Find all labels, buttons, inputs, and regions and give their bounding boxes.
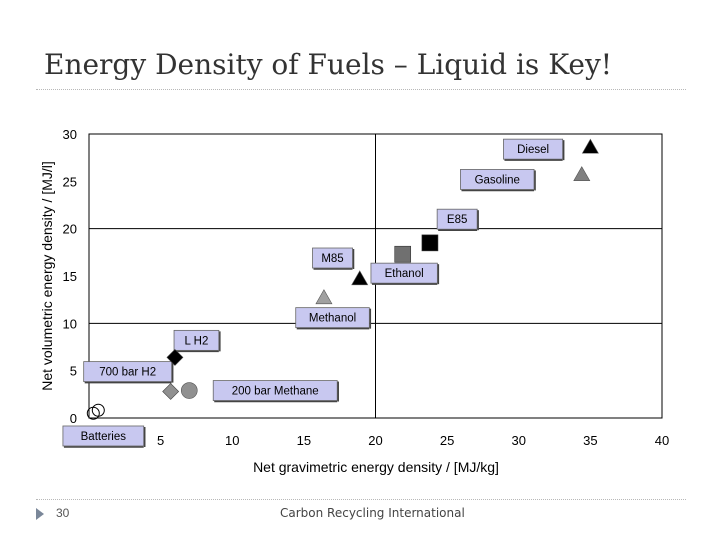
point-label-m85: M85 xyxy=(321,253,343,265)
footer-divider xyxy=(36,499,686,500)
point-label-200-bar-methane: 200 bar Methane xyxy=(232,386,319,398)
marker-methanol xyxy=(315,289,333,305)
label-box-methanol xyxy=(295,307,370,329)
y-tick-label: 20 xyxy=(63,222,77,237)
point-label-batteries: Batteries xyxy=(81,431,127,443)
label-box-batteries xyxy=(62,425,145,447)
label-box-ethanol xyxy=(370,262,438,284)
marker-m85 xyxy=(351,270,369,286)
point-label-gasoline: Gasoline xyxy=(475,174,520,186)
y-tick-label: 10 xyxy=(63,316,77,331)
y-axis-label: Net volumetric energy density / [MJ/l] xyxy=(39,161,55,391)
marker-diesel xyxy=(581,138,599,154)
point-label-700-bar-h2: 700 bar H2 xyxy=(99,367,156,379)
y-tick-label: 25 xyxy=(63,174,77,189)
point-label-methanol: Methanol xyxy=(309,313,356,325)
label-box-gasoline xyxy=(460,169,535,190)
point-labels: Diesel Gasoline E85 Ethanol M85 Methanol L H2 7… xyxy=(62,138,565,448)
point-label-e85: E85 xyxy=(447,214,467,226)
page-number: 30 xyxy=(56,506,70,520)
y-tick-label: 5 xyxy=(70,364,77,379)
data-markers xyxy=(86,138,599,420)
marker-700-bar-h2-marker xyxy=(162,383,180,400)
x-tick-label: 30 xyxy=(512,433,526,448)
x-tick-label: 5 xyxy=(157,433,164,448)
label-box-200-bar-methane xyxy=(212,380,338,401)
marker-200-bar-methane xyxy=(180,382,198,399)
marker-gasoline xyxy=(573,166,591,182)
label-box-diesel xyxy=(503,138,564,160)
marker-ethanol xyxy=(394,245,412,263)
label-box-l-h2 xyxy=(173,329,220,351)
x-tick-label: 15 xyxy=(297,433,311,448)
slide-title: Energy Density of Fuels – Liquid is Key! xyxy=(44,48,613,81)
x-axis-label: Net gravimetric energy density / [MJ/kg] xyxy=(253,459,499,475)
footer-organization: Carbon Recycling International xyxy=(280,506,465,520)
grid-layer xyxy=(88,133,663,419)
x-tick-label: 40 xyxy=(655,433,669,448)
title-divider xyxy=(36,89,686,90)
point-label-diesel: Diesel xyxy=(517,144,549,156)
marker-e85 xyxy=(421,234,439,252)
x-tick-label: 25 xyxy=(440,433,454,448)
x-tick-label: 35 xyxy=(583,433,597,448)
x-tick-label: 20 xyxy=(368,433,382,448)
point-label-ethanol: Ethanol xyxy=(385,268,424,280)
label-box-700-bar-h2 xyxy=(83,361,173,383)
y-tick-label: 0 xyxy=(70,411,77,426)
marker-l-h2 xyxy=(166,348,184,366)
point-label-l-h2: L H2 xyxy=(185,335,209,347)
tick-labels: 0510152025303540051015202530 xyxy=(63,127,670,448)
footer-arrow-icon xyxy=(36,508,44,520)
y-tick-label: 15 xyxy=(63,269,77,284)
label-box-e85 xyxy=(436,208,478,230)
label-box-m85 xyxy=(312,247,353,269)
marker-batteries xyxy=(91,403,105,417)
y-tick-label: 30 xyxy=(63,127,77,142)
x-tick-label: 10 xyxy=(225,433,239,448)
